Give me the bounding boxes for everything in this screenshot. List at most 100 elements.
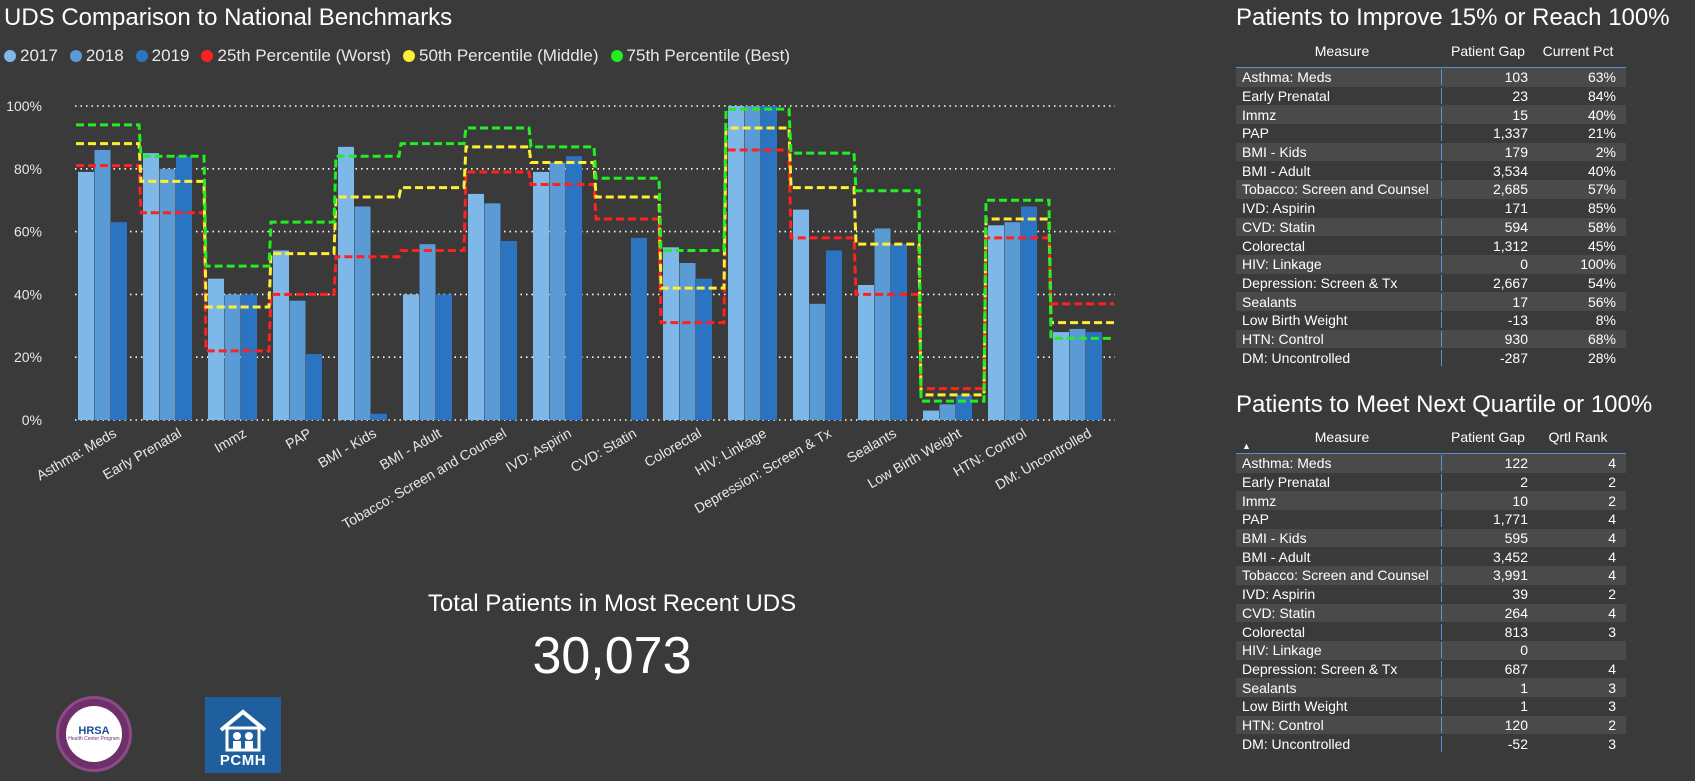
table-row[interactable]: Immz 15 40% — [1236, 105, 1626, 125]
bar-2017-15[interactable] — [1053, 332, 1069, 420]
table-row[interactable]: Colorectal 1,312 45% — [1236, 236, 1626, 255]
bar-2018-4[interactable] — [354, 206, 371, 420]
table-row[interactable]: IVD: Aspirin 171 85% — [1236, 199, 1626, 218]
bar-2018-0[interactable] — [94, 149, 111, 420]
table-row[interactable]: DM: Uncontrolled -52 3 — [1236, 734, 1626, 753]
legend-item[interactable]: 2019 — [135, 46, 189, 66]
table-row[interactable]: Colorectal 813 3 — [1236, 622, 1626, 641]
measure-cell: BMI - Adult — [1236, 162, 1442, 179]
table-row[interactable]: Immz 10 2 — [1236, 491, 1626, 511]
bar-2018-9[interactable] — [679, 263, 696, 420]
bar-2019-9[interactable] — [696, 278, 712, 420]
bar-2018-2[interactable] — [224, 294, 241, 420]
bar-2018-6[interactable] — [484, 203, 501, 420]
value-cell: 85% — [1587, 200, 1616, 217]
bar-2019-15[interactable] — [1086, 332, 1102, 420]
bar-2018-15[interactable] — [1069, 328, 1086, 420]
bar-2018-10[interactable] — [744, 106, 761, 420]
bar-2018-1[interactable] — [159, 168, 176, 420]
table-row[interactable]: Early Prenatal 23 84% — [1236, 87, 1626, 106]
measure-cell: HTN: Control — [1236, 330, 1442, 347]
bar-2019-10[interactable] — [761, 106, 777, 420]
table2-header-qrtl-rank[interactable]: Qrtl Rank — [1548, 428, 1608, 445]
legend-item[interactable]: 25th Percentile (Worst) — [201, 46, 391, 66]
bar-2017-10[interactable] — [728, 106, 744, 420]
table-row[interactable]: Sealants 1 3 — [1236, 678, 1626, 697]
table-row[interactable]: Sealants 17 56% — [1236, 292, 1626, 311]
table-row[interactable]: BMI - Kids 179 2% — [1236, 142, 1626, 162]
table2-header-measure[interactable]: Measure — [1314, 428, 1370, 445]
bar-2017-9[interactable] — [663, 247, 679, 420]
bar-2019-0[interactable] — [111, 222, 127, 420]
bar-2019-2[interactable] — [241, 294, 257, 420]
table-row[interactable]: BMI - Adult 3,452 4 — [1236, 547, 1626, 566]
legend-item[interactable]: 50th Percentile (Middle) — [403, 46, 599, 66]
table-row[interactable]: IVD: Aspirin 39 2 — [1236, 585, 1626, 604]
table-row[interactable]: Asthma: Meds 122 4 — [1236, 454, 1626, 473]
bar-2017-4[interactable] — [338, 146, 354, 420]
bar-2017-11[interactable] — [793, 209, 809, 420]
bar-2017-0[interactable] — [78, 171, 94, 420]
bar-2019-13[interactable] — [956, 394, 972, 420]
bar-2018-11[interactable] — [809, 303, 826, 420]
bar-2019-4[interactable] — [371, 413, 387, 420]
table1-header-current-pct[interactable]: Current Pct — [1542, 42, 1614, 59]
bar-2017-6[interactable] — [468, 193, 484, 420]
bar-2018-13[interactable] — [939, 404, 956, 420]
table-row[interactable]: CVD: Statin 264 4 — [1236, 603, 1626, 623]
bar-2019-5[interactable] — [436, 294, 452, 420]
bar-2017-3[interactable] — [273, 250, 289, 420]
bar-2017-14[interactable] — [988, 225, 1004, 420]
table-row[interactable]: HTN: Control 120 2 — [1236, 715, 1626, 735]
bar-2019-7[interactable] — [566, 156, 582, 421]
table-row[interactable]: Low Birth Weight -13 8% — [1236, 311, 1626, 330]
table-row[interactable]: PAP 1,337 21% — [1236, 124, 1626, 143]
table-row[interactable]: BMI - Kids 595 4 — [1236, 528, 1626, 548]
table-row[interactable]: HIV: Linkage 0 100% — [1236, 254, 1626, 274]
legend-item[interactable]: 2017 — [4, 46, 58, 66]
table-row[interactable]: HIV: Linkage 0 — [1236, 640, 1626, 660]
bar-2017-1[interactable] — [143, 153, 159, 420]
bar-2018-12[interactable] — [874, 228, 891, 420]
bar-2018-7[interactable] — [549, 162, 566, 420]
table1-header-patient-gap[interactable]: Patient Gap — [1451, 42, 1525, 59]
x-tick-label: Immz — [211, 425, 249, 456]
bar-2017-2[interactable] — [208, 278, 224, 420]
table-row[interactable]: Depression: Screen & Tx 2,667 54% — [1236, 274, 1626, 293]
table-row[interactable]: Low Birth Weight 1 3 — [1236, 697, 1626, 716]
table-row[interactable]: Depression: Screen & Tx 687 4 — [1236, 660, 1626, 679]
table-row[interactable]: BMI - Adult 3,534 40% — [1236, 161, 1626, 180]
bar-2019-12[interactable] — [891, 244, 907, 420]
bar-2019-8[interactable] — [631, 237, 647, 420]
table-row[interactable]: Tobacco: Screen and Counsel 3,991 4 — [1236, 566, 1626, 585]
bar-2018-14[interactable] — [1004, 222, 1021, 420]
table-row[interactable]: DM: Uncontrolled -287 28% — [1236, 348, 1626, 367]
legend-item[interactable]: 75th Percentile (Best) — [610, 46, 790, 66]
improve-table: Measure Patient Gap Current Pct Asthma: … — [1236, 34, 1626, 367]
bar-2019-1[interactable] — [176, 156, 192, 421]
bar-2018-5[interactable] — [419, 244, 436, 420]
y-tick-label: 100% — [6, 98, 42, 114]
table2-header-patient-gap[interactable]: Patient Gap — [1451, 428, 1525, 445]
table1-header-measure[interactable]: Measure — [1314, 42, 1370, 59]
table-row[interactable]: Asthma: Meds 103 63% — [1236, 68, 1626, 87]
table-row[interactable]: PAP 1,771 4 — [1236, 510, 1626, 529]
measure-cell: Asthma: Meds — [1236, 455, 1442, 472]
table-row[interactable]: Early Prenatal 2 2 — [1236, 473, 1626, 492]
table-row[interactable]: HTN: Control 930 68% — [1236, 329, 1626, 349]
bar-2019-14[interactable] — [1021, 206, 1037, 420]
bar-2019-3[interactable] — [306, 354, 322, 420]
bar-2017-5[interactable] — [403, 294, 419, 420]
table-row[interactable]: Tobacco: Screen and Counsel 2,685 57% — [1236, 180, 1626, 199]
table-row[interactable]: CVD: Statin 594 58% — [1236, 217, 1626, 237]
sort-ascending-icon[interactable]: ▲ — [1242, 441, 1251, 451]
measure-cell: Depression: Screen & Tx — [1236, 660, 1442, 677]
bar-2017-7[interactable] — [533, 171, 549, 420]
legend-item[interactable]: 2018 — [69, 46, 124, 66]
bar-2018-3[interactable] — [289, 300, 306, 420]
bar-2019-11[interactable] — [826, 250, 842, 420]
bar-2017-12[interactable] — [858, 284, 874, 420]
legend-dot-icon — [201, 50, 214, 62]
bar-2017-13[interactable] — [923, 410, 939, 420]
bar-2019-6[interactable] — [501, 241, 517, 420]
